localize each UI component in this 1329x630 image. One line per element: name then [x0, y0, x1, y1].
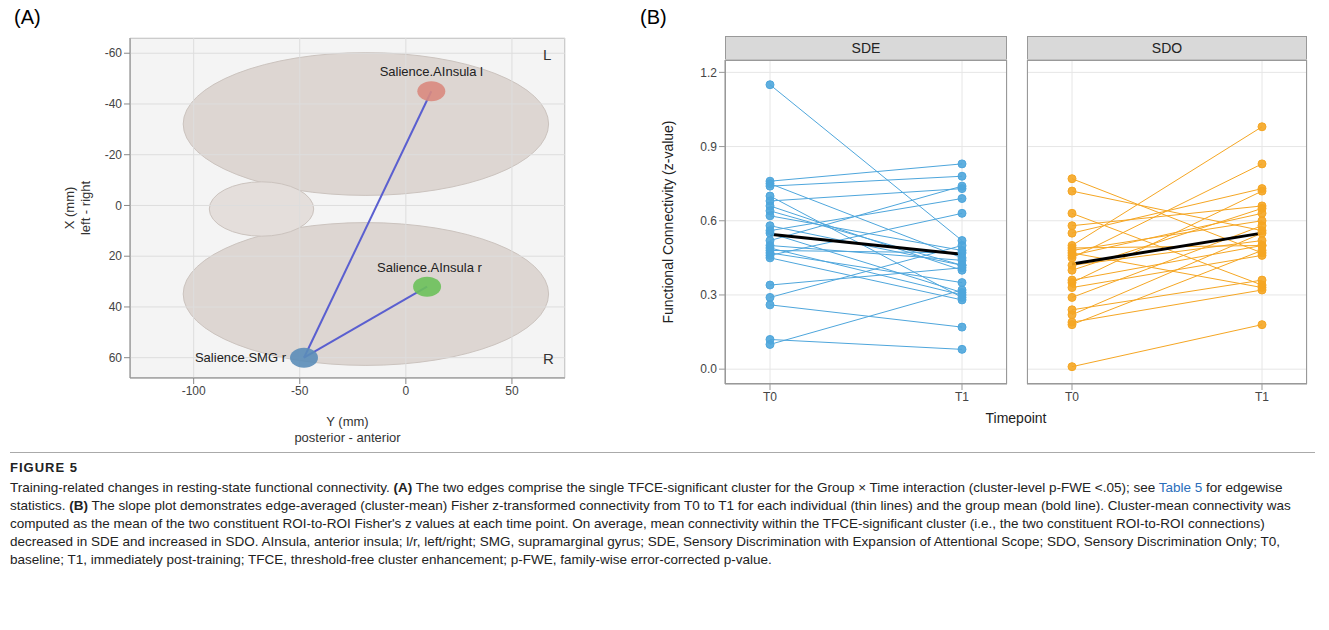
svg-text:Salience.SMG r: Salience.SMG r	[195, 350, 287, 365]
svg-text:0: 0	[115, 199, 122, 213]
svg-text:0.9: 0.9	[700, 140, 717, 154]
html-text:(A): (A)	[14, 6, 41, 28]
svg-text:T0: T0	[1065, 390, 1079, 404]
html-text:(B): (B)	[640, 6, 667, 28]
svg-text:20: 20	[109, 249, 123, 263]
svg-text:0.3: 0.3	[700, 288, 717, 302]
svg-text:0: 0	[403, 384, 410, 398]
svg-text:0.6: 0.6	[700, 214, 717, 228]
svg-text:-60: -60	[105, 46, 123, 60]
html-text:Training-related changes in re: Training-related changes in resting-stat…	[10, 480, 1291, 567]
html-text:Timepoint: Timepoint	[985, 410, 1047, 426]
svg-text:0.0: 0.0	[700, 362, 717, 376]
svg-text:Salience.AInsula r: Salience.AInsula r	[377, 260, 482, 275]
svg-text:-50: -50	[291, 384, 309, 398]
html-text:L: L	[543, 46, 552, 63]
html-text:left - right: left - right	[78, 180, 93, 236]
html-text:Functional Connectivity (z-val: Functional Connectivity (z-value)	[660, 120, 676, 324]
svg-text:60: 60	[109, 351, 123, 365]
svg-text:50: 50	[505, 384, 519, 398]
svg-text:T1: T1	[955, 390, 969, 404]
html-text:FIGURE 5: FIGURE 5	[10, 460, 78, 475]
svg-text:T0: T0	[763, 390, 777, 404]
html-text:X (mm): X (mm)	[62, 186, 77, 230]
html-text:Y (mm): Y (mm)	[326, 414, 369, 429]
svg-text:-100: -100	[182, 384, 206, 398]
svg-text:-20: -20	[105, 148, 123, 162]
html-text:SDE: SDE	[851, 40, 881, 56]
html-text:SDO: SDO	[1151, 40, 1183, 56]
svg-text:T1: T1	[1255, 390, 1269, 404]
html-text:R: R	[543, 350, 554, 367]
html-text:posterior - anterior: posterior - anterior	[294, 430, 401, 445]
svg-text:Salience.AInsula l: Salience.AInsula l	[380, 64, 483, 79]
svg-text:40: 40	[109, 300, 123, 314]
svg-text:1.2: 1.2	[700, 66, 717, 80]
svg-text:-40: -40	[105, 97, 123, 111]
